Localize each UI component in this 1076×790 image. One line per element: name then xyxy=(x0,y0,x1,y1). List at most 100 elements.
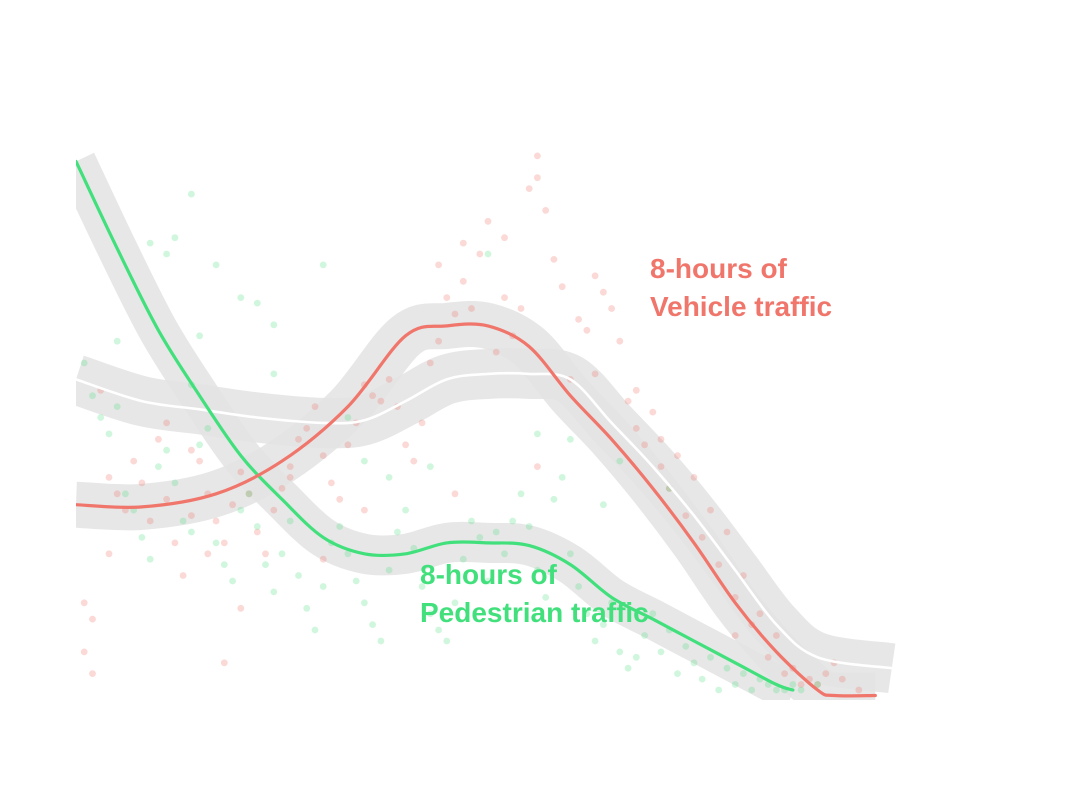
vehicle-data-point xyxy=(773,632,780,639)
vehicle-data-point xyxy=(220,539,228,547)
vehicle-data-point xyxy=(822,670,830,677)
vehicle-data-point xyxy=(402,441,409,449)
pedestrian-data-point xyxy=(624,664,632,672)
vehicle-data-point xyxy=(591,272,599,280)
pedestrian-data-point xyxy=(773,686,780,694)
vehicle-data-point xyxy=(220,659,228,667)
pedestrian-data-point xyxy=(377,637,385,645)
vehicle-data-point xyxy=(435,261,442,269)
vehicle-data-point xyxy=(138,479,146,487)
pedestrian-data-point xyxy=(583,610,591,618)
vehicle-data-point xyxy=(756,610,764,618)
vehicle-data-point xyxy=(369,392,376,400)
vehicle-data-point xyxy=(319,452,327,459)
pedestrian-data-point xyxy=(319,261,327,269)
pedestrian-data-point xyxy=(105,430,113,438)
pedestrian-data-point xyxy=(146,555,154,563)
pedestrian-data-point xyxy=(698,675,706,683)
pedestrian-data-point xyxy=(188,528,195,536)
pedestrian-data-point xyxy=(229,577,237,585)
pedestrian-data-point xyxy=(270,588,278,596)
pedestrian-data-point xyxy=(649,610,657,618)
pedestrian-data-point xyxy=(344,550,352,558)
pedestrian-data-point xyxy=(600,621,607,628)
pedestrian-data-point xyxy=(179,517,187,525)
vehicle-data-point xyxy=(163,419,171,427)
vehicle-label-line-1: 8-hours of xyxy=(650,253,788,284)
pedestrian-data-point xyxy=(237,294,245,301)
pedestrian-data-point xyxy=(542,594,550,601)
pedestrian-data-point xyxy=(163,250,171,258)
vehicle-data-point xyxy=(146,517,154,525)
pedestrian-data-point xyxy=(311,626,319,634)
vehicle-data-point xyxy=(80,648,88,656)
vehicle-data-point xyxy=(715,561,723,568)
vehicle-data-point xyxy=(814,681,821,688)
vehicle-data-point xyxy=(534,152,541,160)
vehicle-data-point xyxy=(426,359,434,367)
vehicle-data-point xyxy=(501,234,508,242)
vehicle-data-point xyxy=(501,294,508,301)
vehicle-data-point xyxy=(361,506,368,514)
pedestrian-data-point xyxy=(517,490,525,498)
pedestrian-data-point xyxy=(344,414,352,421)
pedestrian-data-point xyxy=(789,681,797,688)
pedestrian-data-point xyxy=(443,637,451,645)
pedestrian-data-point xyxy=(237,506,245,514)
pedestrian-data-point xyxy=(484,250,492,258)
pedestrian-data-point xyxy=(707,653,714,661)
pedestrian-data-point xyxy=(361,457,368,465)
vehicle-data-point xyxy=(435,337,442,345)
pedestrian-data-point xyxy=(188,190,195,198)
vehicle-data-point xyxy=(682,512,690,519)
pedestrian-data-point xyxy=(319,583,327,590)
pedestrian-data-point xyxy=(616,457,624,465)
pedestrian-data-point xyxy=(418,583,426,590)
vehicle-data-point xyxy=(229,501,237,509)
series-labels: 8-hours of Vehicle traffic 8-hours of Pe… xyxy=(420,253,832,628)
vehicle-data-point xyxy=(89,615,96,623)
pedestrian-data-point xyxy=(567,550,574,558)
vehicle-data-point xyxy=(534,463,541,470)
pedestrian-data-point xyxy=(196,332,204,340)
vehicle-data-point xyxy=(270,506,278,514)
vehicle-data-point xyxy=(196,457,204,465)
pedestrian-data-point xyxy=(204,425,212,432)
vehicle-data-point xyxy=(311,403,319,410)
pedestrian-data-point xyxy=(80,359,88,367)
pedestrian-data-point xyxy=(196,441,204,449)
vehicle-data-point xyxy=(113,490,121,498)
vehicle-data-point xyxy=(838,675,846,683)
pedestrian-data-point xyxy=(171,479,179,487)
pedestrian-data-point xyxy=(616,648,624,656)
pedestrian-data-point xyxy=(814,681,821,688)
vehicle-data-point xyxy=(237,468,245,476)
pedestrian-data-point xyxy=(657,648,665,656)
pedestrian-data-point xyxy=(89,392,96,400)
pedestrian-data-point xyxy=(270,321,278,329)
pedestrian-data-point xyxy=(525,523,533,530)
vehicle-data-point xyxy=(377,397,385,405)
pedestrian-data-point xyxy=(138,534,146,541)
pedestrian-data-point xyxy=(220,561,228,568)
vehicle-data-point xyxy=(591,370,599,378)
pedestrian-data-point xyxy=(426,610,434,618)
vehicle-data-point xyxy=(558,283,566,291)
vehicle-data-point xyxy=(690,474,698,481)
vehicle-data-point xyxy=(575,316,582,323)
vehicle-label-line-2: Vehicle traffic xyxy=(650,291,832,322)
vehicle-data-point xyxy=(534,174,541,182)
pedestrian-data-point xyxy=(113,337,121,345)
vehicle-data-point xyxy=(295,435,302,443)
vehicle-data-point xyxy=(418,419,426,427)
pedestrian-data-point xyxy=(171,234,179,242)
pedestrian-smooth-line xyxy=(76,159,795,692)
pedestrian-data-point xyxy=(484,577,492,585)
pedestrian-data-point xyxy=(600,501,607,509)
pedestrian-data-point xyxy=(394,528,401,536)
pedestrian-data-point xyxy=(262,561,269,568)
pedestrian-data-point xyxy=(385,474,393,481)
vehicle-data-point xyxy=(583,326,591,334)
pedestrian-data-point xyxy=(459,555,467,563)
vehicle-data-point xyxy=(723,528,731,536)
